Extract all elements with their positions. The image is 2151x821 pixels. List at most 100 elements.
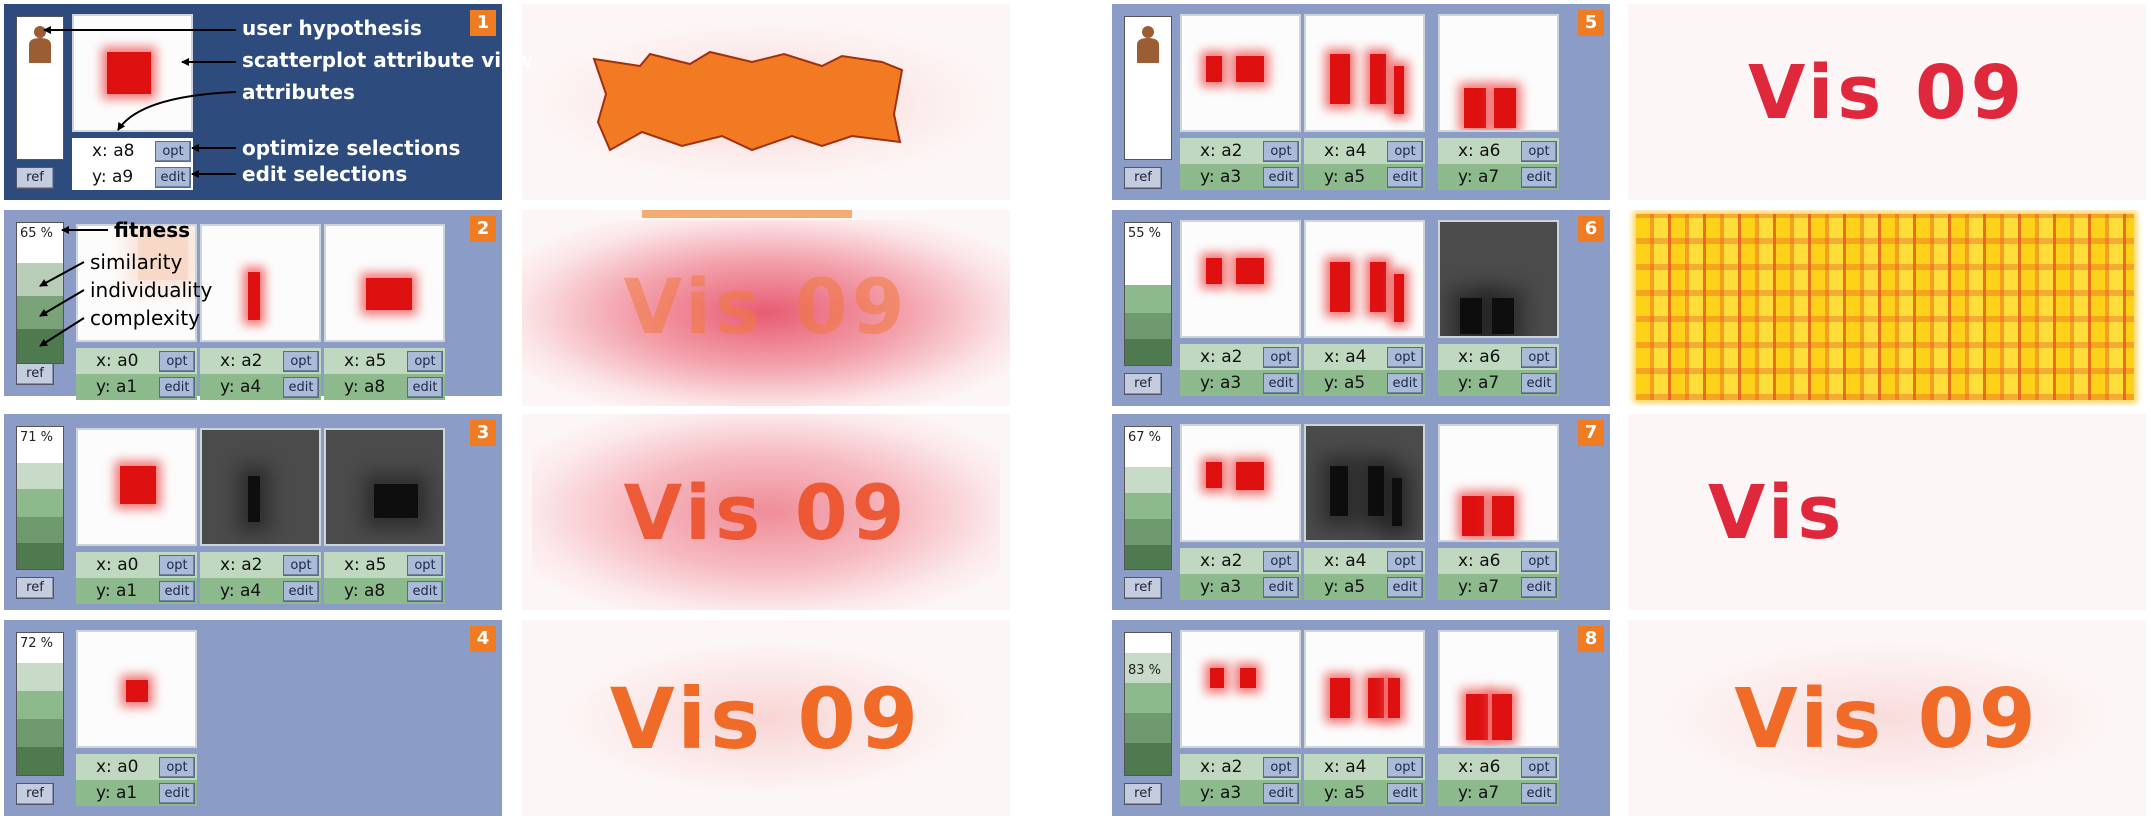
selection-rect[interactable] bbox=[1330, 54, 1350, 104]
selection-rect[interactable] bbox=[1236, 56, 1264, 82]
selection-rect[interactable] bbox=[248, 476, 260, 522]
opt-button[interactable]: opt bbox=[1263, 347, 1299, 368]
opt-button[interactable]: opt bbox=[159, 555, 195, 576]
scatterplot-thumbnail[interactable] bbox=[324, 428, 445, 546]
scatterplot-thumbnail[interactable] bbox=[76, 630, 197, 748]
opt-button[interactable]: opt bbox=[1521, 551, 1557, 572]
edit-button[interactable]: edit bbox=[407, 377, 443, 398]
edit-button[interactable]: edit bbox=[1387, 783, 1423, 804]
ref-button[interactable]: ref bbox=[16, 783, 54, 805]
selection-rect[interactable] bbox=[1394, 66, 1404, 114]
selection-rect[interactable] bbox=[1464, 88, 1486, 128]
opt-button[interactable]: opt bbox=[1387, 141, 1423, 162]
selection-rect[interactable] bbox=[138, 230, 188, 280]
opt-button[interactable]: opt bbox=[407, 351, 443, 372]
selection-rect[interactable] bbox=[1492, 298, 1514, 334]
edit-button[interactable]: edit bbox=[1263, 783, 1299, 804]
opt-button[interactable]: opt bbox=[1521, 757, 1557, 778]
edit-button[interactable]: edit bbox=[1521, 167, 1557, 188]
selection-rect[interactable] bbox=[1206, 56, 1222, 82]
opt-button[interactable]: opt bbox=[1263, 551, 1299, 572]
opt-button[interactable]: opt bbox=[1387, 551, 1423, 572]
edit-button[interactable]: edit bbox=[1387, 167, 1423, 188]
opt-button[interactable]: opt bbox=[283, 351, 319, 372]
selection-rect[interactable] bbox=[1494, 88, 1516, 128]
ref-button[interactable]: ref bbox=[16, 167, 54, 189]
opt-button[interactable]: opt bbox=[1521, 347, 1557, 368]
edit-button[interactable]: edit bbox=[283, 581, 319, 602]
edit-button[interactable]: edit bbox=[1263, 373, 1299, 394]
scatterplot-thumbnail[interactable] bbox=[1180, 220, 1301, 338]
opt-button[interactable]: opt bbox=[159, 757, 195, 778]
ref-button[interactable]: ref bbox=[16, 577, 54, 599]
edit-button[interactable]: edit bbox=[1263, 577, 1299, 598]
scatterplot-thumbnail[interactable] bbox=[1180, 630, 1301, 748]
selection-rect[interactable] bbox=[1236, 462, 1264, 490]
selection-rect[interactable] bbox=[1492, 496, 1514, 536]
selection-rect[interactable] bbox=[120, 466, 156, 504]
selection-rect[interactable] bbox=[1330, 262, 1350, 312]
selection-rect[interactable] bbox=[1368, 678, 1384, 718]
edit-button[interactable]: edit bbox=[1387, 577, 1423, 598]
scatterplot-thumbnail[interactable] bbox=[76, 428, 197, 546]
selection-rect[interactable] bbox=[1462, 496, 1484, 536]
selection-rect[interactable] bbox=[1394, 274, 1404, 322]
selection-rect[interactable] bbox=[1492, 694, 1512, 740]
edit-button[interactable]: edit bbox=[1263, 167, 1299, 188]
selection-rect[interactable] bbox=[1330, 678, 1350, 718]
selection-rect[interactable] bbox=[1206, 462, 1222, 488]
scatterplot-thumbnail[interactable] bbox=[1180, 424, 1301, 542]
selection-rect[interactable] bbox=[366, 278, 412, 310]
user-hypothesis-box[interactable] bbox=[16, 16, 64, 160]
selection-rect[interactable] bbox=[1206, 258, 1222, 284]
selection-rect[interactable] bbox=[1370, 54, 1386, 104]
opt-button[interactable]: opt bbox=[1387, 347, 1423, 368]
ref-button[interactable]: ref bbox=[1124, 167, 1162, 189]
scatterplot-thumbnail[interactable] bbox=[76, 224, 197, 342]
edit-button[interactable]: edit bbox=[407, 581, 443, 602]
selection-rect[interactable] bbox=[107, 52, 151, 94]
scatterplot-thumbnail[interactable] bbox=[72, 14, 193, 132]
selection-rect[interactable] bbox=[1330, 466, 1348, 516]
opt-button[interactable]: opt bbox=[159, 351, 195, 372]
opt-button[interactable]: opt bbox=[155, 141, 191, 162]
user-hypothesis-box[interactable] bbox=[1124, 16, 1172, 160]
selection-rect[interactable] bbox=[1240, 668, 1256, 688]
ref-button[interactable]: ref bbox=[1124, 577, 1162, 599]
selection-rect[interactable] bbox=[1466, 694, 1488, 740]
opt-button[interactable]: opt bbox=[283, 555, 319, 576]
ref-button[interactable]: ref bbox=[1124, 373, 1162, 395]
selection-rect[interactable] bbox=[248, 272, 260, 320]
scatterplot-thumbnail[interactable] bbox=[1180, 14, 1301, 132]
selection-rect[interactable] bbox=[1210, 668, 1224, 688]
edit-button[interactable]: edit bbox=[1387, 373, 1423, 394]
scatterplot-thumbnail[interactable] bbox=[324, 224, 445, 342]
selection-rect[interactable] bbox=[1392, 478, 1402, 526]
scatterplot-thumbnail[interactable] bbox=[1438, 220, 1559, 338]
selection-rect[interactable] bbox=[1370, 262, 1386, 312]
opt-button[interactable]: opt bbox=[1263, 757, 1299, 778]
opt-button[interactable]: opt bbox=[407, 555, 443, 576]
selection-rect[interactable] bbox=[1388, 678, 1400, 718]
edit-button[interactable]: edit bbox=[155, 167, 191, 188]
edit-button[interactable]: edit bbox=[159, 377, 195, 398]
edit-button[interactable]: edit bbox=[1521, 783, 1557, 804]
scatterplot-thumbnail[interactable] bbox=[1304, 630, 1425, 748]
selection-rect[interactable] bbox=[1368, 466, 1384, 516]
opt-button[interactable]: opt bbox=[1521, 141, 1557, 162]
edit-button[interactable]: edit bbox=[1521, 373, 1557, 394]
opt-button[interactable]: opt bbox=[1387, 757, 1423, 778]
edit-button[interactable]: edit bbox=[159, 783, 195, 804]
scatterplot-thumbnail[interactable] bbox=[1438, 14, 1559, 132]
selection-rect[interactable] bbox=[1460, 298, 1482, 334]
selection-rect[interactable] bbox=[374, 484, 418, 518]
edit-button[interactable]: edit bbox=[1521, 577, 1557, 598]
selection-rect[interactable] bbox=[126, 680, 148, 702]
scatterplot-thumbnail[interactable] bbox=[1304, 424, 1425, 542]
scatterplot-thumbnail[interactable] bbox=[200, 224, 321, 342]
edit-button[interactable]: edit bbox=[159, 581, 195, 602]
opt-button[interactable]: opt bbox=[1263, 141, 1299, 162]
edit-button[interactable]: edit bbox=[283, 377, 319, 398]
scatterplot-thumbnail[interactable] bbox=[1304, 14, 1425, 132]
scatterplot-thumbnail[interactable] bbox=[1438, 424, 1559, 542]
